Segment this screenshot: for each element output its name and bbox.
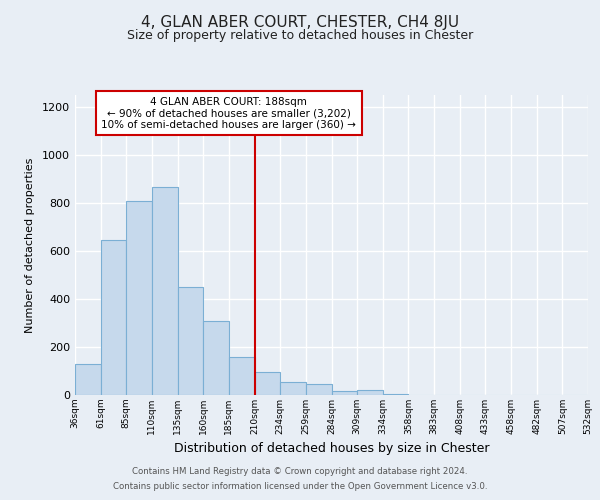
Bar <box>101 240 127 395</box>
Text: 4, GLAN ABER COURT, CHESTER, CH4 8JU: 4, GLAN ABER COURT, CHESTER, CH4 8JU <box>141 15 459 30</box>
Y-axis label: Number of detached properties: Number of detached properties <box>25 158 35 332</box>
Text: Contains HM Land Registry data © Crown copyright and database right 2024.: Contains HM Land Registry data © Crown c… <box>132 467 468 476</box>
Bar <box>75 364 101 395</box>
Bar <box>357 390 383 395</box>
Bar <box>127 200 152 395</box>
Bar <box>306 384 331 395</box>
Bar <box>229 356 254 395</box>
Bar <box>280 382 306 395</box>
Bar <box>331 392 357 395</box>
Bar <box>254 372 280 395</box>
Bar <box>152 188 178 395</box>
Bar <box>383 394 409 395</box>
Text: Contains public sector information licensed under the Open Government Licence v3: Contains public sector information licen… <box>113 482 487 491</box>
Text: 4 GLAN ABER COURT: 188sqm
← 90% of detached houses are smaller (3,202)
10% of se: 4 GLAN ABER COURT: 188sqm ← 90% of detac… <box>101 96 356 130</box>
Bar <box>203 320 229 395</box>
X-axis label: Distribution of detached houses by size in Chester: Distribution of detached houses by size … <box>174 442 489 456</box>
Text: Size of property relative to detached houses in Chester: Size of property relative to detached ho… <box>127 29 473 42</box>
Bar <box>178 287 203 395</box>
